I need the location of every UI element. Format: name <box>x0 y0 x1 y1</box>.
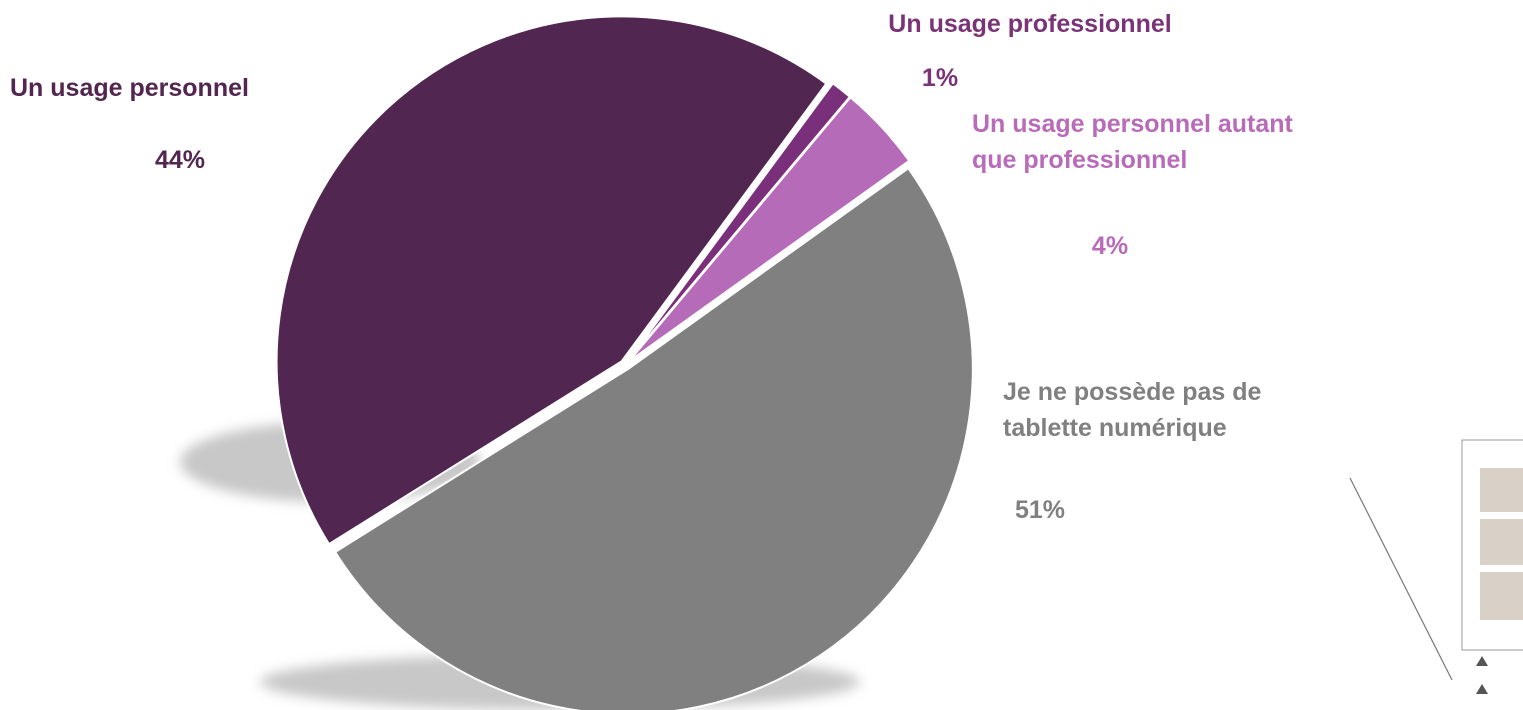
value-label: 44% <box>154 146 206 174</box>
value-label: 1% <box>921 64 959 92</box>
bullet <box>1476 656 1488 666</box>
slice-label: Un usage personnel autant que profession… <box>972 110 1293 174</box>
inset-row <box>1480 468 1523 512</box>
slice-label: Un usage personnel <box>10 74 249 102</box>
slice-label: Un usage professionnel <box>888 10 1172 38</box>
bullet <box>1476 684 1488 694</box>
inset-row <box>1480 519 1523 565</box>
pie-slice <box>627 95 911 363</box>
value-label: 4% <box>1091 232 1129 260</box>
pie-slice <box>275 15 828 546</box>
value-label: 51% <box>1014 496 1066 524</box>
leader-line <box>1349 477 1453 681</box>
inset-row <box>1480 572 1523 620</box>
slice-label: Je ne possède pas de tablette numérique <box>1003 378 1262 442</box>
pie-slice <box>333 166 974 710</box>
